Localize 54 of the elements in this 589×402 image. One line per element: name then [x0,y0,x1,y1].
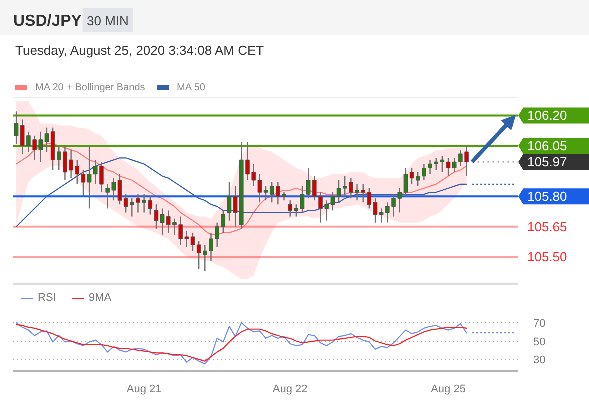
candlestick [373,198,378,224]
candlestick [184,230,190,248]
candlestick [270,182,274,204]
candlestick [300,186,305,214]
legend-label: MA 20 + Bollinger Bands [36,82,146,94]
candlestick [410,168,414,186]
candlestick [342,176,348,198]
candlestick [404,168,408,198]
candlestick [81,170,86,198]
candlestick [367,188,372,210]
candlestick [446,158,451,177]
candlestick [258,174,262,204]
x-tick-label: Aug 21 [126,384,162,396]
candlestick [264,186,268,202]
candlestick [312,176,317,202]
candlestick [336,180,342,204]
ref-line-label: 106.20 [528,108,568,124]
candlestick [118,174,122,206]
candlestick [416,172,420,188]
y-tick-label: 70 [534,318,546,330]
ref-line-label: 105.80 [528,189,568,204]
candlestick [330,192,336,212]
legend-label: MA 50 [177,82,206,94]
x-tick-label: Aug 25 [431,384,466,396]
candlestick [294,204,299,218]
candlestick [196,240,202,270]
y-tick-label: 30 [534,354,546,367]
y-tick-label: 50 [534,336,546,348]
candlestick [398,188,402,214]
legend-label: 9MA [89,292,112,304]
chart-title: USD/JPY [14,13,82,30]
candlestick [44,127,50,153]
x-tick-label: Aug 22 [272,384,308,396]
candlestick [221,210,226,234]
candlestick [124,194,128,214]
ref-line-label: 105.50 [528,250,568,265]
ref-line-label: 105.97 [528,154,568,170]
text: 30 MIN [87,14,129,28]
candlestick [160,208,165,236]
candlestick [178,216,183,246]
ref-line-label: 105.65 [528,219,568,234]
candlestick [440,156,445,173]
ref-line-label: 106.05 [528,138,568,154]
candlestick [215,222,220,248]
chart-subtitle: Tuesday, August 25, 2020 3:34:08 AM CET [16,43,264,58]
candlestick [233,186,238,228]
candlestick [190,232,196,252]
legend-label: RSI [38,292,58,304]
candlestick [14,111,19,145]
candlestick [227,182,232,222]
candlestick [154,204,159,230]
candlestick [306,168,311,200]
candlestick [288,200,292,218]
candlestick [87,145,92,210]
